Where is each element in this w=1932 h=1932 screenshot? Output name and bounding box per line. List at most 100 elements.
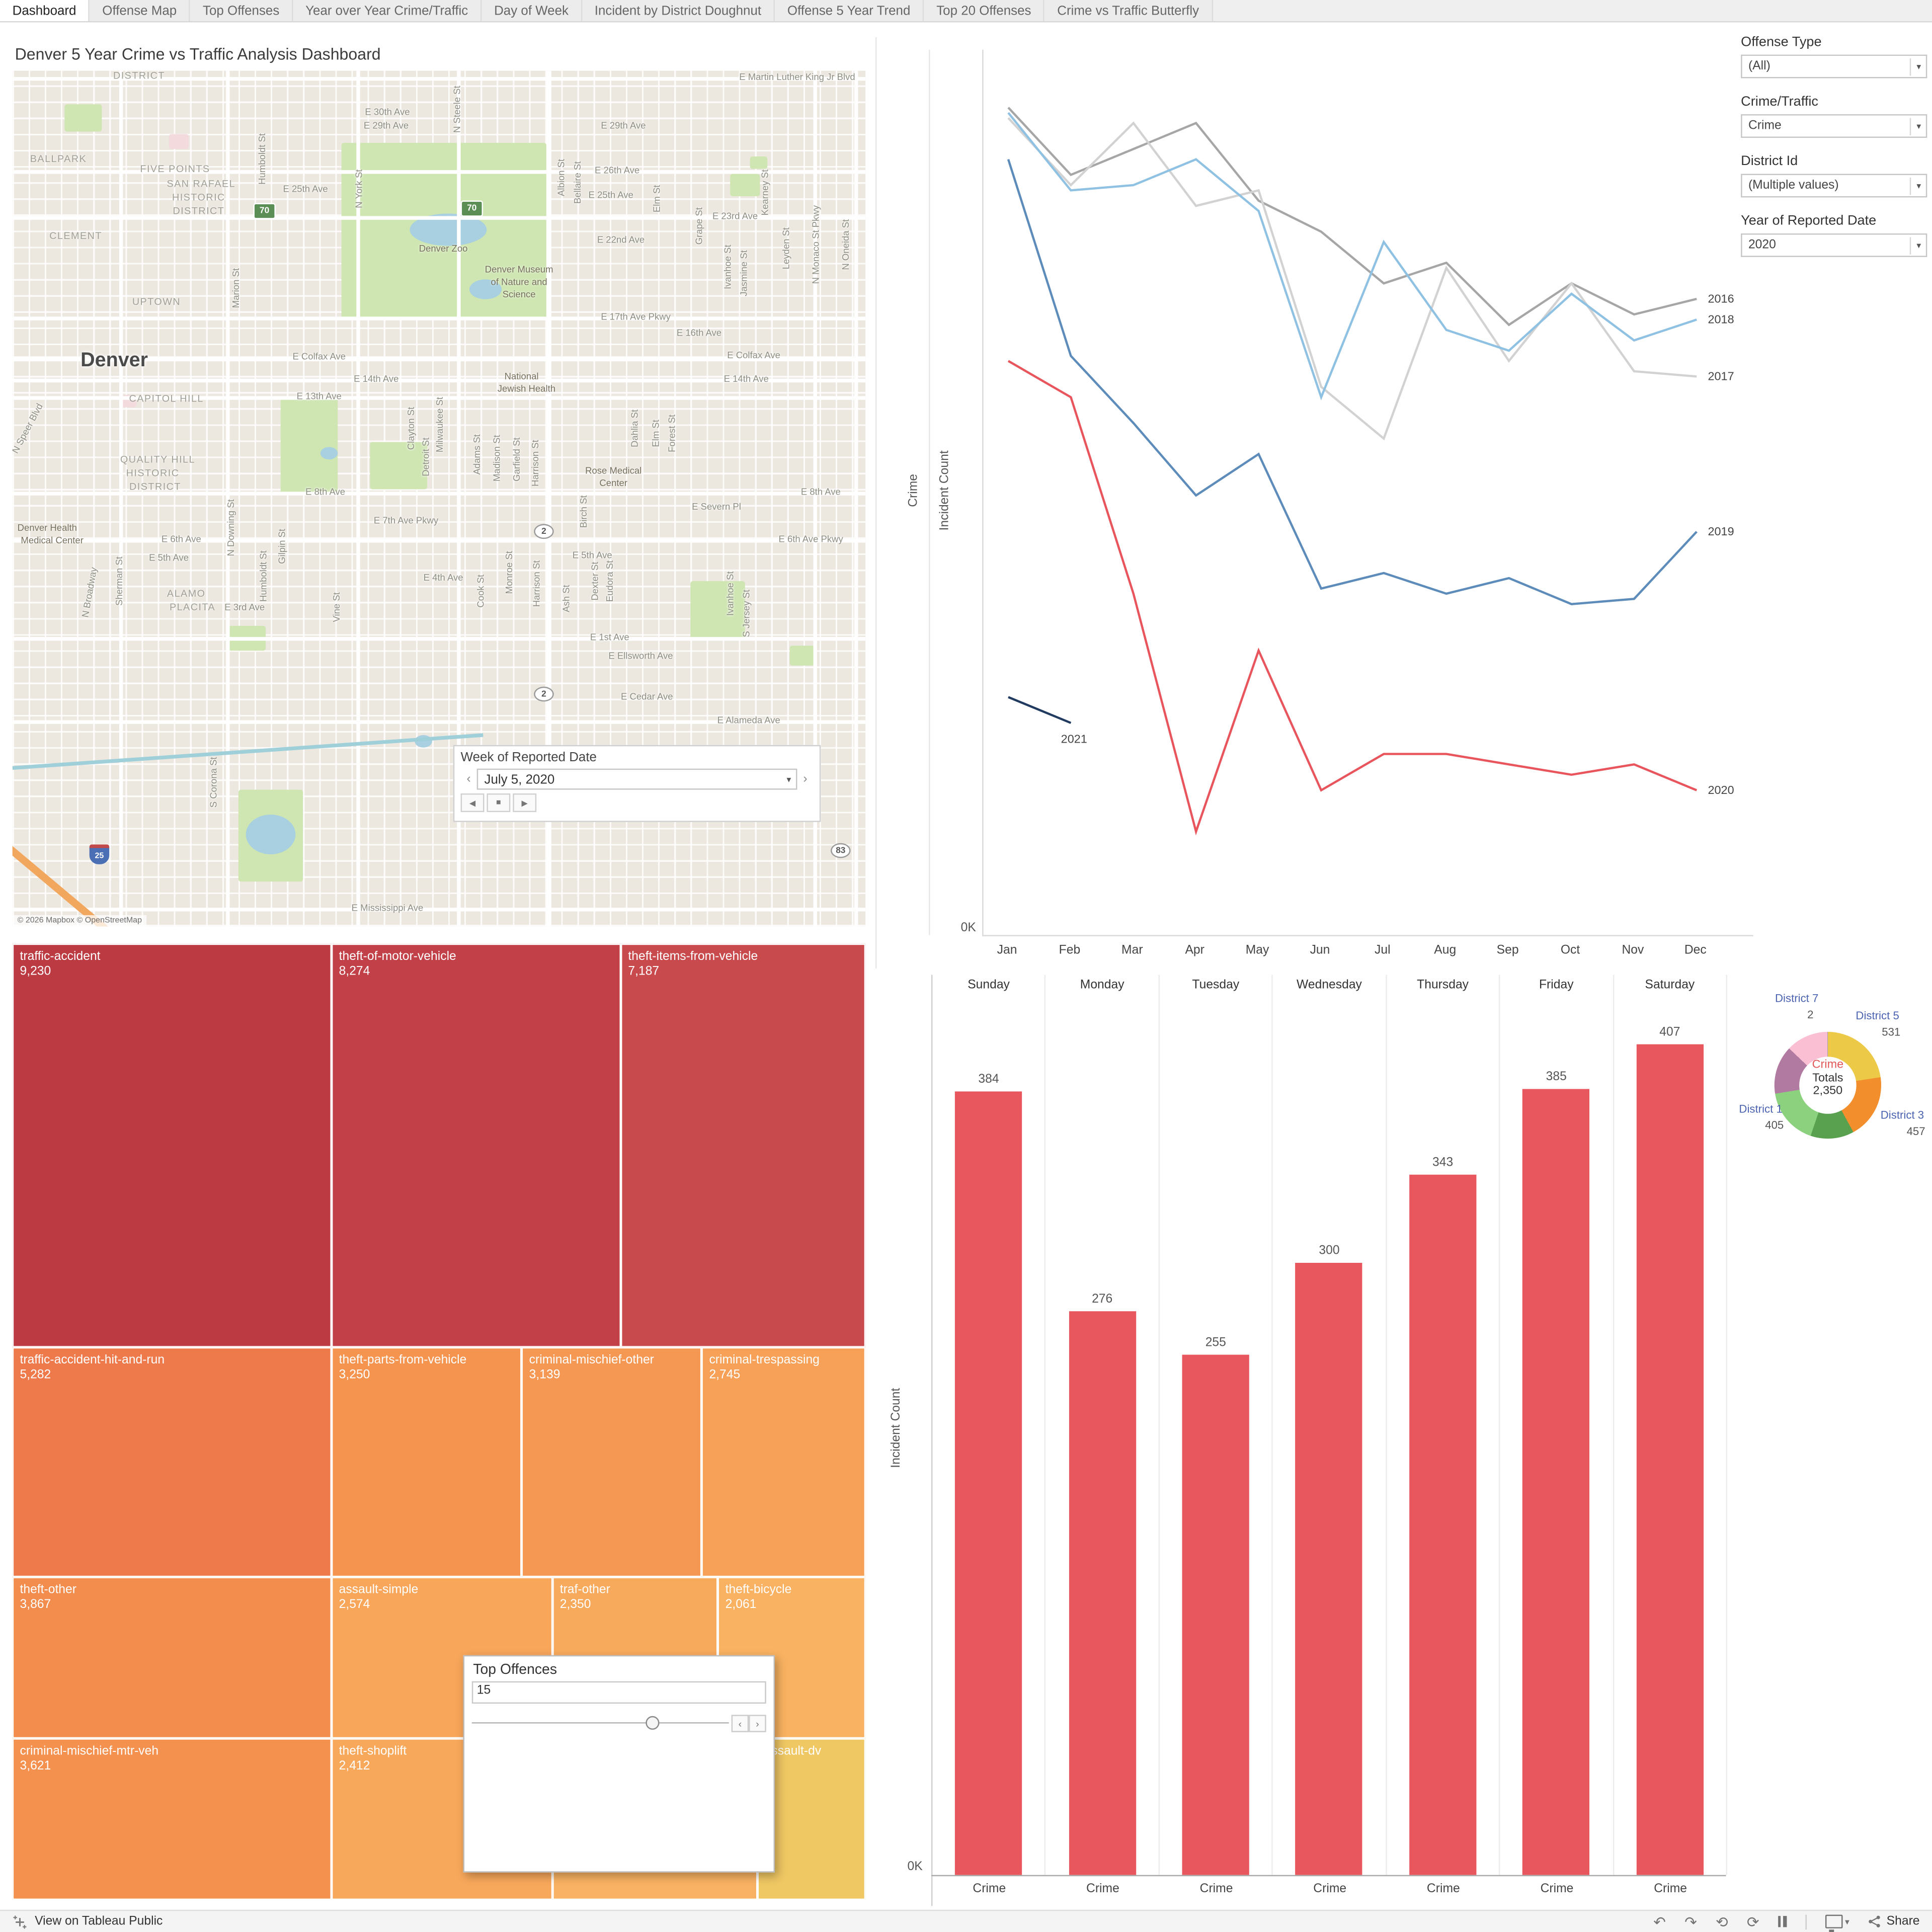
treemap-cell-criminal-mischief-mtr-veh[interactable]: criminal-mischief-mtr-veh 3,621: [12, 1738, 332, 1900]
slider-decrement-button[interactable]: ‹: [731, 1715, 749, 1732]
map-label: QUALITY HILL: [120, 454, 195, 465]
map-label: Grape St: [693, 207, 705, 245]
week-prev-button[interactable]: ‹: [466, 772, 471, 786]
y-tick-0k: 0K: [960, 921, 976, 935]
slider-track[interactable]: [471, 1722, 729, 1724]
tab-crime-vs-traffic-butterfly[interactable]: Crime vs Traffic Butterfly: [1044, 0, 1213, 21]
filter-value: Crime: [1748, 119, 1782, 133]
dow-header-thursday: Thursday: [1417, 978, 1469, 992]
chevron-down-icon: ▾: [1910, 57, 1926, 75]
week-next-button[interactable]: ›: [803, 772, 808, 786]
offense-label: criminal-trespassing: [709, 1353, 820, 1367]
treemap-cell-criminal-mischief-other[interactable]: criminal-mischief-other 3,139: [521, 1347, 702, 1577]
cherry-creek: [12, 733, 484, 770]
trend-line-2020[interactable]: [1007, 360, 1698, 836]
year-label-2017: 2017: [1708, 370, 1734, 383]
pause-icon[interactable]: [1778, 1916, 1787, 1927]
slider-increment-button[interactable]: ›: [749, 1715, 766, 1732]
map-label: PLACITA: [169, 601, 216, 613]
revert-icon[interactable]: ⟲: [1715, 1912, 1728, 1930]
slider-handle[interactable]: [646, 1716, 660, 1730]
trend-line-2018[interactable]: [1007, 112, 1697, 400]
tab-dashboard[interactable]: Dashboard: [0, 0, 90, 21]
week-date-select[interactable]: July 5, 2020 ▾: [476, 768, 797, 790]
treemap-cell-theft-parts-from-vehicle[interactable]: theft-parts-from-vehicle 3,250: [331, 1347, 522, 1577]
offense-label: theft-shoplift: [339, 1744, 407, 1758]
filter-panel: Offense Type (All) ▾ Crime/Traffic Crime…: [1741, 35, 1927, 273]
view-on-tableau-public[interactable]: View on Tableau Public: [35, 1914, 163, 1928]
map-label: BALLPARK: [30, 153, 87, 165]
tab-day-of-week[interactable]: Day of Week: [481, 0, 583, 21]
map-road: [12, 539, 866, 542]
treemap-cell-traffic-accident-hit-and-run[interactable]: traffic-accident-hit-and-run 5,282: [12, 1347, 332, 1577]
map-label: Elm St: [650, 420, 662, 447]
refresh-icon[interactable]: ⟳: [1746, 1912, 1759, 1930]
map-attribution[interactable]: © 2026 Mapbox © OpenStreetMap: [12, 915, 147, 927]
crime-traffic-select[interactable]: Crime ▾: [1741, 114, 1927, 138]
tab-top-offenses[interactable]: Top Offenses: [190, 0, 293, 21]
map-road: [12, 908, 866, 911]
bar-axis-label: Crime: [1654, 1882, 1687, 1896]
offense-label: theft-of-motor-vehicle: [339, 950, 456, 964]
bar-axis-label: Crime: [1199, 1882, 1233, 1896]
share-button[interactable]: Share: [1868, 1915, 1920, 1928]
step-forward-button[interactable]: ▶: [513, 793, 537, 813]
y-tick-0k: 0K: [907, 1860, 923, 1874]
redo-icon[interactable]: ↷: [1684, 1912, 1697, 1930]
filter-label: Year of Reported Date: [1741, 213, 1877, 229]
share-icon: [1869, 1915, 1881, 1927]
bar-tuesday[interactable]: [1182, 1354, 1249, 1875]
treemap-cell-theft-items-from-vehicle[interactable]: theft-items-from-vehicle 7,187: [620, 943, 866, 1347]
offense-type-select[interactable]: (All) ▾: [1741, 54, 1927, 78]
top-offences-slider: ‹ ›: [471, 1715, 766, 1732]
bar-friday[interactable]: [1522, 1089, 1590, 1875]
trend-line-2016[interactable]: [1007, 107, 1697, 327]
map-label: Denver Health: [17, 522, 77, 534]
bar-monday[interactable]: [1069, 1311, 1136, 1875]
filter-year: Year of Reported Date 2020 ▾: [1741, 213, 1927, 257]
map-road: [12, 77, 866, 80]
tab-offense-5-year-trend[interactable]: Offense 5 Year Trend: [775, 0, 924, 21]
tab-top-20-offenses[interactable]: Top 20 Offenses: [924, 0, 1045, 21]
treemap-cell-traffic-accident[interactable]: traffic-accident 9,230: [12, 943, 332, 1347]
dow-header-tuesday: Tuesday: [1192, 978, 1240, 992]
top-offences-value-input[interactable]: 15: [471, 1681, 766, 1704]
month-tick-may: May: [1245, 943, 1269, 957]
map-label: UPTOWN: [132, 296, 181, 307]
map-road: [12, 216, 866, 219]
stop-button[interactable]: ■: [487, 793, 511, 813]
bar-saturday[interactable]: [1636, 1044, 1704, 1875]
year-select[interactable]: 2020 ▾: [1741, 233, 1927, 257]
map-label: Vine St: [331, 592, 342, 622]
month-tick-jan: Jan: [997, 943, 1017, 957]
map-label: Marion St: [230, 268, 242, 308]
map-label: E Ellsworth Ave: [608, 650, 673, 662]
undo-icon[interactable]: ↶: [1653, 1912, 1666, 1930]
map-label: E 25th Ave: [283, 183, 328, 195]
doughnut-callout-district-1: District 1: [1739, 1102, 1783, 1115]
trend-line-2019[interactable]: [1007, 158, 1698, 605]
map-label: CLEMENT: [49, 230, 102, 242]
trend-line-2017[interactable]: [1007, 117, 1697, 441]
map-road: [119, 70, 123, 927]
step-back-button[interactable]: ◀: [460, 793, 485, 813]
map-label: Leyden St: [780, 227, 792, 270]
bar-thursday[interactable]: [1409, 1174, 1477, 1875]
dow-header-saturday: Saturday: [1645, 978, 1695, 992]
district-id-select[interactable]: (Multiple values) ▾: [1741, 174, 1927, 198]
tab-year-over-year-crime-traffic[interactable]: Year over Year Crime/Traffic: [293, 0, 482, 21]
tab-incident-by-district-doughnut[interactable]: Incident by District Doughnut: [582, 0, 775, 21]
fullscreen-icon[interactable]: ▾: [1825, 1914, 1849, 1931]
offense-map[interactable]: Denver DISTRICT BALLPARK FIVE POINTS SAN RAF…: [12, 70, 866, 927]
share-label: Share: [1886, 1914, 1920, 1928]
map-label: E 3rd Ave: [224, 601, 265, 613]
trend-line-2021[interactable]: [1008, 696, 1072, 724]
bar-wednesday[interactable]: [1296, 1262, 1363, 1875]
treemap-cell-theft-other[interactable]: theft-other 3,867: [12, 1576, 332, 1738]
treemap-cell-theft-of-motor-vehicle[interactable]: theft-of-motor-vehicle 8,274: [331, 943, 621, 1347]
bar-sunday[interactable]: [955, 1091, 1022, 1875]
tab-offense-map[interactable]: Offense Map: [90, 0, 191, 21]
treemap-cell-criminal-trespassing[interactable]: criminal-trespassing 2,745: [701, 1347, 866, 1577]
map-label: Elm St: [651, 185, 663, 213]
dow-column-tuesday: Tuesday 255: [1160, 975, 1273, 1875]
